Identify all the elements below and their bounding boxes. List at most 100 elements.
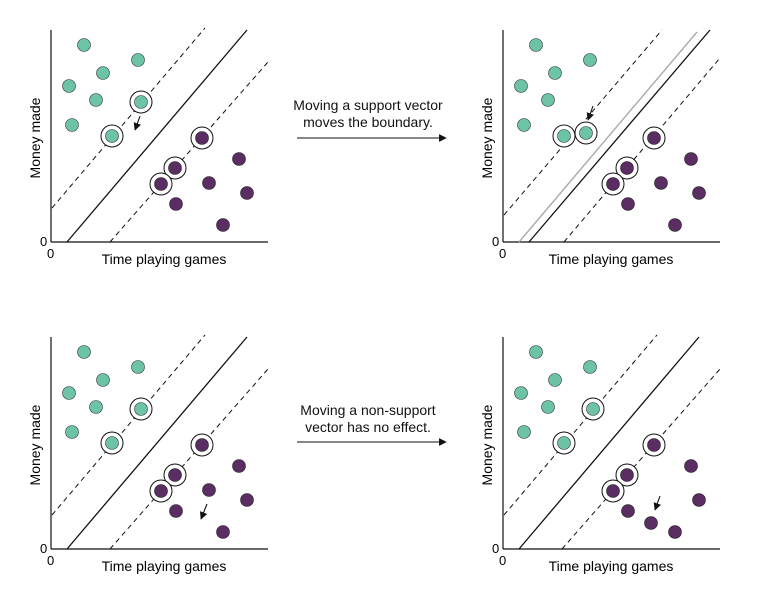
point (668, 525, 682, 539)
point (89, 400, 103, 414)
point (514, 79, 528, 93)
point (202, 483, 216, 497)
point (65, 118, 79, 132)
caption-bottom-line-1: Moving a non-support (300, 402, 436, 418)
move-arrow (653, 495, 661, 511)
point (65, 425, 79, 439)
support-vector-point (105, 436, 119, 450)
support-vector-point (557, 436, 571, 450)
point (169, 197, 183, 211)
support-vector-point (168, 161, 182, 175)
y-axis-label: Money made (27, 404, 43, 485)
class-a-points (62, 38, 153, 148)
support-vector-point (168, 468, 182, 482)
caption-bottom: Moving a non-support vector has no effec… (273, 402, 463, 436)
point (89, 93, 103, 107)
point (77, 345, 91, 359)
point (529, 38, 543, 52)
margin-line-upper (51, 27, 206, 209)
point (583, 360, 597, 374)
point (216, 218, 230, 232)
point (621, 504, 635, 518)
move-arrow (133, 115, 141, 131)
class-b-points (149, 126, 254, 232)
class-a-points (514, 38, 598, 148)
point (583, 53, 597, 67)
point (654, 176, 668, 190)
decision-boundary (66, 29, 248, 243)
point (77, 38, 91, 52)
support-vector-point (195, 131, 209, 145)
move-arrow (586, 105, 594, 121)
origin-x-label: 0 (47, 553, 54, 568)
origin-x-label: 0 (499, 553, 506, 568)
point (684, 152, 698, 166)
caption-top-line-2: moves the boundary. (303, 114, 433, 130)
point (668, 218, 682, 232)
point (96, 66, 110, 80)
margin-line-lower (109, 368, 269, 550)
support-vector-point (586, 402, 600, 416)
class-b-points (601, 126, 706, 232)
point (232, 459, 246, 473)
support-vector-point (557, 129, 571, 143)
support-vector-point (134, 402, 148, 416)
margin-line-lower (561, 368, 721, 550)
point (240, 186, 254, 200)
support-vector-point (154, 484, 168, 498)
margin-line-lower (109, 61, 269, 243)
panel-bottom-left: 0 0 Time playing games Money made (27, 334, 269, 574)
support-vector-point (606, 177, 620, 191)
point (216, 525, 230, 539)
point (202, 176, 216, 190)
point (517, 425, 531, 439)
point (169, 504, 183, 518)
support-vector-point (134, 95, 148, 109)
point (529, 345, 543, 359)
support-vector-point (620, 161, 634, 175)
origin-y-label: 0 (492, 234, 499, 249)
origin-x-label: 0 (47, 246, 54, 261)
margin-line-upper (503, 334, 658, 516)
margin-line-lower (563, 57, 721, 243)
support-vector-point (647, 131, 661, 145)
point (684, 459, 698, 473)
y-axis-label: Money made (27, 97, 43, 178)
point (548, 66, 562, 80)
support-vector-point (620, 468, 634, 482)
point (62, 386, 76, 400)
x-axis-label: Time playing games (102, 251, 227, 267)
point (232, 152, 246, 166)
caption-top: Moving a support vector moves the bounda… (273, 97, 463, 131)
support-vector-point (579, 126, 593, 140)
point (517, 118, 531, 132)
support-vector-point (154, 177, 168, 191)
point (692, 493, 706, 507)
x-axis-label: Time playing games (102, 558, 227, 574)
move-arrow (199, 503, 208, 520)
point (240, 493, 254, 507)
point (692, 186, 706, 200)
point (131, 53, 145, 67)
old-decision-boundary (518, 31, 698, 243)
point (621, 197, 635, 211)
decision-boundary (66, 336, 248, 550)
point (541, 400, 555, 414)
point (548, 373, 562, 387)
point (541, 93, 555, 107)
point (131, 360, 145, 374)
class-b-points (149, 433, 254, 539)
point (96, 373, 110, 387)
decision-boundary (528, 29, 711, 243)
y-axis-label: Money made (479, 404, 495, 485)
decision-boundary (518, 336, 700, 550)
moved-point (644, 516, 658, 530)
point (62, 79, 76, 93)
origin-x-label: 0 (499, 246, 506, 261)
origin-y-label: 0 (492, 541, 499, 556)
class-a-points (62, 345, 153, 455)
point (514, 386, 528, 400)
x-axis-label: Time playing games (549, 558, 674, 574)
support-vector-point (105, 129, 119, 143)
